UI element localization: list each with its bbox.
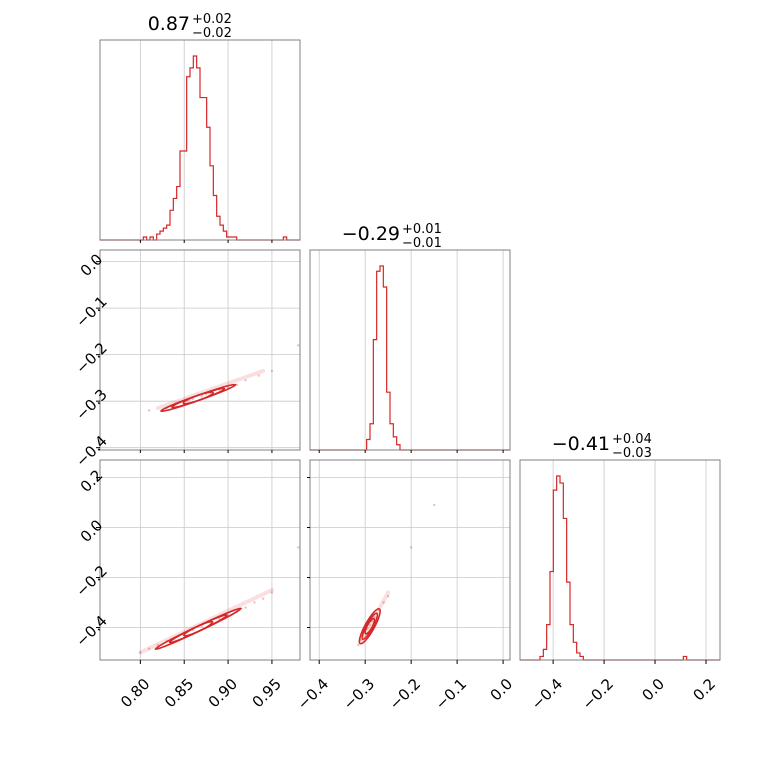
trend-band xyxy=(155,368,266,411)
y-tick-label: −0.4 xyxy=(72,612,110,650)
y-tick-label: −0.3 xyxy=(72,385,110,423)
x-tick-label: 0.95 xyxy=(249,675,285,711)
sample-point xyxy=(368,623,371,627)
x-tick-label: −0.4 xyxy=(294,675,332,713)
sample-point xyxy=(147,409,151,412)
histogram-title-minus: −0.03 xyxy=(612,446,652,461)
sample-point xyxy=(200,625,203,628)
sample-point xyxy=(156,643,160,647)
x-tick-label: 0.0 xyxy=(639,675,669,705)
histogram-title-value: −0.29 xyxy=(342,223,400,245)
density-contour xyxy=(361,612,379,641)
histogram-step-2 xyxy=(520,475,720,661)
histogram-title-plus: +0.01 xyxy=(402,222,442,237)
histogram-title-plus: +0.04 xyxy=(612,432,652,447)
histogram-step-1 xyxy=(310,265,510,451)
y-tick-label: 0.2 xyxy=(77,466,107,496)
y-tick-label: −0.2 xyxy=(72,339,110,377)
panel-frame xyxy=(519,459,721,661)
x-tick-label: −0.2 xyxy=(579,675,617,713)
sample-point xyxy=(382,601,385,604)
density-contour xyxy=(154,607,243,651)
panel-frame xyxy=(99,249,301,451)
scatter-panel-1-0 xyxy=(147,344,300,413)
sample-point xyxy=(297,344,300,347)
y-tick-label: 0.0 xyxy=(77,516,107,546)
sample-point xyxy=(270,591,274,594)
histogram-title-value: −0.41 xyxy=(552,433,610,455)
x-tick-label: 0.0 xyxy=(487,675,517,705)
sample-point xyxy=(200,395,203,398)
histogram-step-0 xyxy=(100,55,300,241)
sample-point xyxy=(257,374,260,377)
sample-point xyxy=(261,597,265,600)
sample-point xyxy=(432,503,436,507)
sample-point xyxy=(270,369,274,373)
x-tick-label: −0.3 xyxy=(340,675,378,713)
histogram-title-minus: −0.02 xyxy=(192,26,232,41)
density-contour xyxy=(358,607,381,645)
x-tick-label: −0.1 xyxy=(432,675,470,713)
sample-point xyxy=(139,651,142,654)
y-tick-label: 0.0 xyxy=(77,250,107,280)
x-tick-label: 0.90 xyxy=(205,675,241,711)
x-tick-label: 0.2 xyxy=(689,675,719,705)
sample-point xyxy=(218,617,221,620)
panel-frame xyxy=(309,249,511,451)
sample-point xyxy=(244,606,247,609)
y-tick-label: −0.2 xyxy=(72,562,110,600)
scatter-panel-2-1 xyxy=(357,503,436,647)
sample-point xyxy=(386,595,390,598)
x-tick-label: −0.4 xyxy=(528,675,566,713)
x-tick-label: −0.2 xyxy=(386,675,424,713)
scatter-panel-2-0 xyxy=(138,546,300,655)
x-tick-label: 0.80 xyxy=(117,675,153,711)
density-contour xyxy=(160,383,237,413)
histogram-title-minus: −0.01 xyxy=(402,236,442,251)
histogram-title-value: 0.87 xyxy=(148,13,190,35)
sample-point xyxy=(297,546,300,549)
y-tick-label: −0.1 xyxy=(72,292,110,330)
x-tick-label: 0.85 xyxy=(161,675,197,711)
sample-point xyxy=(244,379,247,382)
histogram-title-plus: +0.02 xyxy=(192,12,232,27)
trend-band xyxy=(138,588,274,655)
panel-frame xyxy=(99,459,301,661)
y-tick-label: −0.4 xyxy=(72,432,110,470)
sample-point xyxy=(147,647,151,650)
sample-point xyxy=(357,643,360,647)
density-contour xyxy=(168,614,228,644)
panel-frame xyxy=(309,459,511,661)
panel-frame xyxy=(99,39,301,241)
sample-point xyxy=(409,546,413,549)
sample-point xyxy=(253,601,256,604)
